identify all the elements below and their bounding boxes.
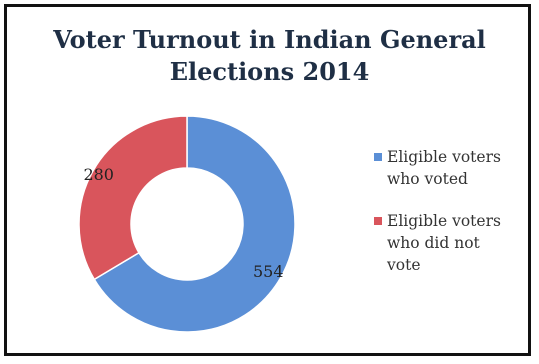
donut-slices	[78, 115, 296, 333]
chart-title-line-1: Voter Turnout in Indian General	[53, 25, 486, 54]
legend-item-voted: Eligible voters who voted	[374, 146, 534, 190]
legend-swatch-voted	[374, 153, 382, 161]
chart-title-line-2: Elections 2014	[169, 57, 370, 86]
chart-legend: Eligible voters who voted Eligible voter…	[374, 146, 534, 296]
donut-slice-did-not-vote	[78, 115, 188, 281]
legend-item-did-not-vote: Eligible voters who did not vote	[374, 210, 534, 276]
donut-slice-voted	[93, 115, 296, 333]
chart-title: Voter Turnout in Indian General Election…	[0, 24, 539, 88]
legend-swatch-did-not-vote	[374, 217, 382, 225]
donut-data-labels: 554 280	[83, 165, 283, 281]
data-label-voted: 554	[253, 262, 284, 281]
legend-label-voted: Eligible voters who voted	[387, 148, 501, 188]
data-label-did-not-vote: 280	[83, 165, 114, 184]
legend-label-did-not-vote: Eligible voters who did not vote	[387, 212, 501, 274]
